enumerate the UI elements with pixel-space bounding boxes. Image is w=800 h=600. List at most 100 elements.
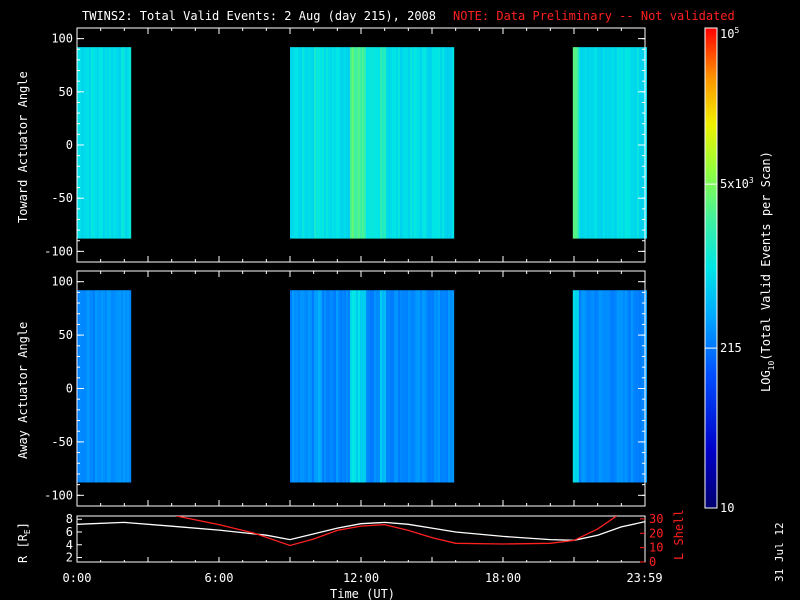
data-column	[300, 290, 303, 483]
data-column	[412, 47, 415, 239]
data-column	[290, 47, 293, 239]
data-column	[326, 47, 329, 239]
data-column	[448, 290, 451, 483]
data-column	[610, 290, 614, 483]
data-column	[420, 47, 423, 239]
data-column	[634, 290, 638, 483]
data-column	[103, 290, 106, 483]
data-column	[338, 290, 341, 483]
data-column	[109, 290, 112, 483]
data-column	[574, 290, 578, 483]
data-column	[450, 47, 453, 239]
colorbar-tick-label: 105	[720, 26, 739, 41]
data-column	[344, 47, 347, 239]
data-column	[396, 47, 399, 239]
data-column	[360, 290, 363, 483]
data-column	[424, 290, 427, 483]
data-column	[370, 290, 373, 483]
data-column	[410, 47, 413, 239]
data-column	[610, 47, 614, 239]
data-column	[362, 290, 365, 483]
data-column	[444, 290, 447, 483]
data-column	[440, 290, 443, 483]
data-column	[600, 290, 604, 483]
data-column	[320, 290, 323, 483]
data-column	[304, 290, 307, 483]
colorbar-label: LOG10(Total Valid Events per Scan)	[759, 151, 776, 392]
data-column	[632, 290, 636, 483]
data-column	[432, 47, 435, 239]
data-column	[374, 290, 377, 483]
data-column	[115, 290, 118, 483]
data-column	[306, 47, 309, 239]
data-column	[580, 290, 584, 483]
data-column	[640, 290, 644, 483]
ytick-label-right: 0	[649, 555, 656, 569]
data-column	[348, 290, 351, 483]
data-column	[638, 290, 642, 483]
colorbar-ticks: 10 215 5x103 105	[705, 26, 754, 515]
data-column	[400, 290, 403, 483]
data-column	[572, 290, 576, 483]
data-column	[390, 47, 393, 239]
data-column	[129, 47, 132, 239]
data-column	[346, 47, 349, 239]
data-column	[99, 290, 102, 483]
data-column	[292, 47, 295, 239]
data-column	[119, 47, 122, 239]
data-column	[121, 290, 124, 483]
data-column	[370, 47, 373, 239]
data-column	[400, 47, 403, 239]
data-column	[406, 47, 409, 239]
data-column	[392, 47, 395, 239]
data-column	[374, 47, 377, 239]
data-column	[450, 290, 453, 483]
colorbar-label-rest: (Total Valid Events per Scan)	[759, 151, 773, 361]
data-column	[388, 47, 391, 239]
data-column	[89, 290, 92, 483]
data-column	[442, 47, 445, 239]
ephemeris-ylabel-left-main: R [R	[16, 533, 30, 563]
data-column	[608, 47, 612, 239]
data-column	[314, 290, 317, 483]
ytick-label: 0	[66, 138, 73, 152]
data-column	[600, 47, 604, 239]
data-column	[592, 290, 596, 483]
data-column	[614, 47, 618, 239]
data-column	[576, 47, 580, 239]
data-column	[109, 47, 112, 239]
data-column	[79, 290, 82, 483]
ephemeris-ylabel-left: R [RE]	[16, 522, 32, 563]
data-column	[574, 47, 578, 239]
data-column	[428, 290, 431, 483]
data-column	[320, 47, 323, 239]
data-column	[442, 290, 445, 483]
data-column	[624, 290, 628, 483]
data-column	[352, 47, 355, 239]
data-column	[416, 47, 419, 239]
data-column	[376, 290, 379, 483]
date-stamp: 31 Jul 12	[773, 522, 786, 582]
ytick-label: 6	[66, 525, 73, 539]
data-column	[368, 47, 371, 239]
ytick-label: 50	[59, 328, 73, 342]
data-column	[107, 47, 110, 239]
toward-angle-panel: 100 50 0 -50 -100	[44, 27, 648, 263]
data-column	[101, 290, 104, 483]
data-column	[394, 290, 397, 483]
data-column	[296, 47, 299, 239]
data-column	[298, 290, 301, 483]
data-column	[336, 290, 339, 483]
colorbar-tick-label: 10	[720, 501, 734, 515]
ephemeris-ylabel-left-close: ]	[16, 522, 30, 529]
data-column	[440, 47, 443, 239]
data-column	[594, 290, 598, 483]
data-column	[636, 290, 640, 483]
xtick-label: 0:00	[63, 571, 92, 585]
data-column	[422, 290, 425, 483]
data-column	[422, 47, 425, 239]
data-column	[308, 290, 311, 483]
data-column	[618, 290, 622, 483]
data-column	[332, 290, 335, 483]
data-column	[414, 47, 417, 239]
